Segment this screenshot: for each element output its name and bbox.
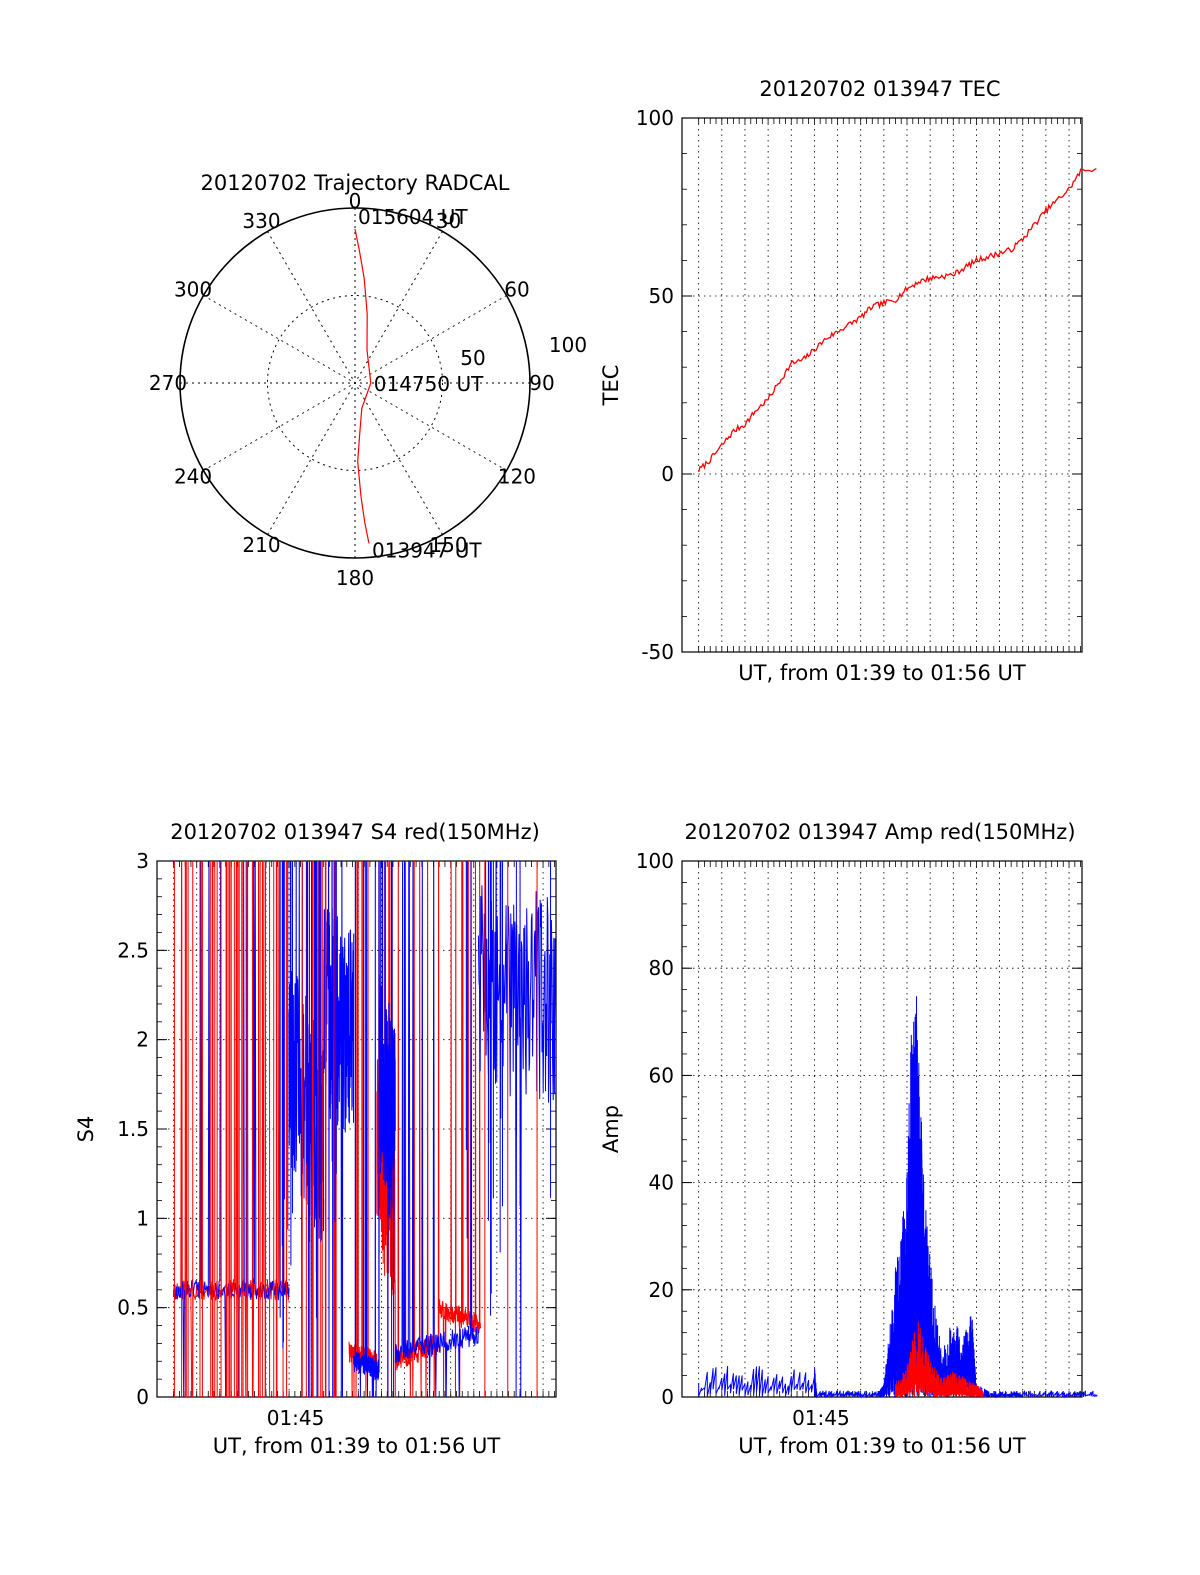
y-tick-label: 0 bbox=[661, 1385, 674, 1409]
polar-angle-label: 30 bbox=[436, 209, 461, 233]
s4-series-blue bbox=[353, 861, 380, 1397]
polar-angle-label: 0 bbox=[349, 189, 362, 213]
y-tick-label: 2.5 bbox=[117, 938, 149, 962]
x-tick-label: 01:45 bbox=[267, 1406, 325, 1430]
amp-series-red bbox=[894, 1321, 984, 1398]
y-tick-label: 0.5 bbox=[117, 1296, 149, 1320]
y-tick-label: 40 bbox=[649, 1171, 674, 1195]
tec-chart: 20120702 013947 TEC 100 50 0 -50 UT, from 01… bbox=[599, 77, 1097, 685]
y-axis-label: TEC bbox=[599, 365, 623, 407]
y-tick-label: 0 bbox=[661, 462, 674, 486]
y-tick-label: 1 bbox=[136, 1206, 149, 1230]
polar-trajectory-chart: 20120702 Trajectory RADCAL 0 30 60 90 120 150… bbox=[149, 171, 587, 590]
amp-title: 20120702 013947 Amp red(150MHz) bbox=[684, 820, 1075, 844]
polar-angle-label: 300 bbox=[174, 278, 212, 302]
s4-series-blue bbox=[378, 861, 396, 1397]
s4-series-red bbox=[438, 861, 482, 1397]
y-tick-label: 50 bbox=[649, 284, 674, 308]
y-tick-label: 60 bbox=[649, 1063, 674, 1087]
polar-inner-circle bbox=[267, 295, 443, 471]
polar-radius-label: 100 bbox=[549, 333, 587, 357]
polar-annotation: 014750 UT bbox=[374, 372, 484, 396]
amp-series-blue bbox=[698, 996, 1098, 1399]
s4-series-blue bbox=[477, 861, 556, 1397]
x-axis-label: UT, from 01:39 to 01:56 UT bbox=[738, 1434, 1026, 1458]
polar-trajectory-line bbox=[354, 228, 372, 544]
y-tick-label: 1.5 bbox=[117, 1117, 149, 1141]
polar-angle-label: 150 bbox=[429, 533, 467, 557]
s4-plot-area bbox=[173, 861, 556, 1397]
plot-frame bbox=[681, 860, 1083, 1398]
s4-series-blue bbox=[394, 861, 479, 1397]
polar-annotation: 015604 UT bbox=[358, 205, 468, 229]
polar-angle-label: 90 bbox=[529, 371, 554, 395]
y-tick-label: 2 bbox=[136, 1028, 149, 1052]
s4-title: 20120702 013947 S4 red(150MHz) bbox=[170, 820, 540, 844]
polar-angle-label: 60 bbox=[504, 278, 529, 302]
polar-angle-label: 330 bbox=[242, 209, 280, 233]
y-axis-label: S4 bbox=[74, 1116, 98, 1143]
y-axis-label: Amp bbox=[599, 1105, 623, 1153]
tec-title: 20120702 013947 TEC bbox=[759, 77, 1000, 101]
s4-series-blue bbox=[323, 861, 355, 1397]
polar-angle-label: 180 bbox=[336, 566, 374, 590]
polar-title: 20120702 Trajectory RADCAL bbox=[201, 171, 510, 195]
tec-series-line bbox=[698, 168, 1097, 473]
polar-angle-label: 240 bbox=[174, 465, 212, 489]
x-axis-label: UT, from 01:39 to 01:56 UT bbox=[738, 661, 1026, 685]
polar-angle-label: 120 bbox=[498, 465, 536, 489]
x-tick-label: 01:45 bbox=[792, 1406, 850, 1430]
polar-spoke bbox=[267, 231, 443, 535]
y-tick-label: 100 bbox=[636, 106, 674, 130]
y-tick-label: -50 bbox=[641, 640, 674, 664]
y-tick-label: 3 bbox=[136, 849, 149, 873]
polar-angle-label: 210 bbox=[242, 533, 280, 557]
y-tick-label: 20 bbox=[649, 1278, 674, 1302]
polar-annotation: 013947 UT bbox=[372, 538, 482, 562]
x-axis-label: UT, from 01:39 to 01:56 UT bbox=[213, 1434, 501, 1458]
y-tick-label: 0 bbox=[136, 1385, 149, 1409]
amp-chart: 20120702 013947 Amp red(150MHz) 100 80 60 4… bbox=[599, 820, 1098, 1458]
s4-chart: 20120702 013947 S4 red(150MHz) 3 2.5 2 1.5 1… bbox=[74, 820, 557, 1458]
y-tick-label: 80 bbox=[649, 956, 674, 980]
polar-angle-label: 270 bbox=[149, 371, 187, 395]
y-tick-label: 100 bbox=[636, 849, 674, 873]
polar-radius-label: 50 bbox=[460, 346, 485, 370]
plot-frame bbox=[681, 117, 1083, 653]
